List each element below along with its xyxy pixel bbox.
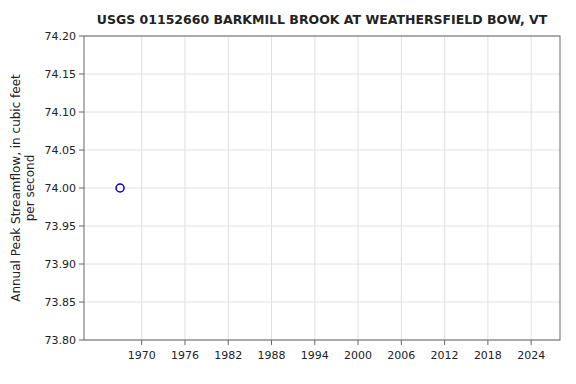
y-tick-label: 74.15 [45, 68, 77, 81]
x-tick-label: 1994 [301, 349, 329, 362]
x-tick [228, 340, 229, 345]
x-tick-label: 2000 [344, 349, 372, 362]
y-tick-label: 73.90 [45, 258, 77, 271]
x-tick [358, 340, 359, 345]
y-grid-line [84, 74, 560, 75]
y-tick-label: 74.10 [45, 106, 77, 119]
y-tick [79, 340, 84, 341]
x-tick [184, 340, 185, 345]
axes: 1970 1976 1982 1988 1994 2000 2006 2012 2018 2024… [45, 30, 561, 362]
y-tick-label: 74.00 [45, 182, 77, 195]
y-grid-line [84, 302, 560, 303]
y-tick [79, 36, 84, 37]
y-tick [79, 188, 84, 189]
y-grid-line [84, 112, 560, 113]
y-tick [79, 74, 84, 75]
title: USGS 01152660 BARKMILL BROOK AT WEATHERS… [97, 12, 548, 27]
x-tick-label: 1988 [258, 349, 286, 362]
x-tick [314, 340, 315, 345]
x-tick [141, 340, 142, 345]
x-tick [531, 340, 532, 345]
x-tick-label: 1982 [214, 349, 242, 362]
x-tick [401, 340, 402, 345]
chart: 1970 1976 1982 1988 1994 2000 2006 2012 2018 2024… [0, 0, 576, 384]
y-tick [79, 226, 84, 227]
x-tick-label: 1976 [171, 349, 199, 362]
y-grid-line [84, 150, 560, 151]
y-grid-line [84, 226, 560, 227]
y-tick-label: 74.20 [45, 30, 77, 43]
y-tick-label: 74.05 [45, 144, 77, 157]
y-tick [79, 150, 84, 151]
y-grid-line [84, 188, 560, 189]
y-grid-line [84, 264, 560, 265]
plot-frame [84, 36, 560, 340]
y-tick [79, 264, 84, 265]
data-point [116, 184, 124, 192]
x-tick-label: 2018 [474, 349, 502, 362]
x-tick [487, 340, 488, 345]
y-tick-label: 73.80 [45, 334, 77, 347]
y-tick [79, 302, 84, 303]
y-tick-label: 73.85 [45, 296, 77, 309]
y-axis-label: Annual Peak Streamflow, in cubic feetper… [9, 74, 37, 302]
marks [116, 184, 124, 192]
x-tick [444, 340, 445, 345]
x-tick [271, 340, 272, 345]
x-tick-label: 2012 [431, 349, 459, 362]
y-tick [79, 112, 84, 113]
x-tick-label: 2006 [387, 349, 415, 362]
x-tick-label: 1970 [128, 349, 156, 362]
x-tick-label: 2024 [517, 349, 545, 362]
y-tick-label: 73.95 [45, 220, 77, 233]
grid [84, 36, 560, 340]
